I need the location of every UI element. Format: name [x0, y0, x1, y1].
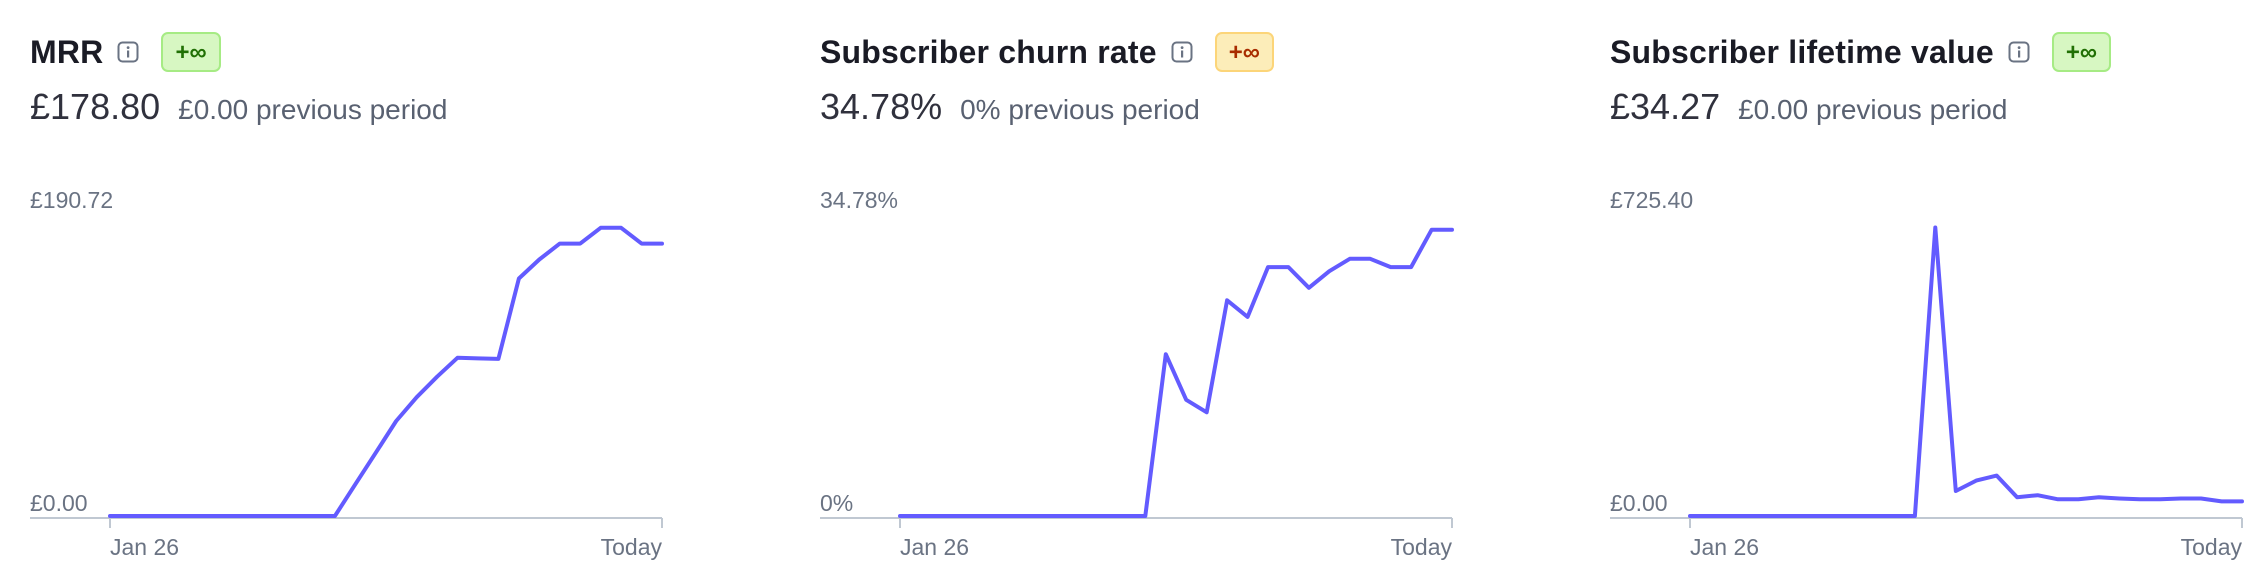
line-chart: £725.40 £0.00 Jan 26 Today [1610, 187, 2244, 560]
change-badge: +∞ [161, 32, 221, 72]
x-axis-start-label: Jan 26 [900, 534, 969, 560]
card-header: Subscriber churn rate +∞ [820, 30, 1274, 74]
value-row: £178.80 £0.00 previous period [30, 86, 447, 138]
line-chart: £190.72 £0.00 Jan 26 Today [30, 187, 664, 560]
card-title: Subscriber churn rate [820, 33, 1157, 70]
y-axis-min-label: 0% [820, 490, 853, 516]
value-row: £34.27 £0.00 previous period [1610, 86, 2007, 138]
series-line [108, 225, 664, 518]
change-badge: +∞ [1214, 32, 1274, 72]
previous-period-value: 0% previous period [960, 94, 1200, 125]
x-axis-start-label: Jan 26 [1690, 534, 1759, 560]
line-chart: 34.78% 0% Jan 26 Today [820, 187, 1454, 560]
x-axis-end-label: Today [1391, 534, 1453, 560]
card-title: MRR [30, 33, 104, 70]
card-title: Subscriber lifetime value [1610, 33, 1994, 70]
y-axis-min-label: £0.00 [30, 490, 88, 516]
info-icon[interactable] [117, 41, 139, 63]
change-badge: +∞ [2051, 32, 2111, 72]
card-header: MRR +∞ [30, 30, 221, 74]
metric-card-mrr: MRR +∞ £178.80 £0.00 previous period £19… [30, 0, 730, 576]
value-row: 34.78% 0% previous period [820, 86, 1200, 138]
card-header: Subscriber lifetime value +∞ [1610, 30, 2111, 74]
previous-period-value: £0.00 previous period [178, 94, 448, 125]
current-value: 34.78% [820, 86, 943, 127]
info-icon[interactable] [2008, 41, 2030, 63]
y-axis-min-label: £0.00 [1610, 490, 1668, 516]
y-axis-max-label: 34.78% [820, 187, 898, 213]
x-axis-start-label: Jan 26 [110, 534, 179, 560]
previous-period-value: £0.00 previous period [1738, 94, 2008, 125]
y-axis-max-label: £725.40 [1610, 187, 1693, 213]
info-icon[interactable] [1171, 41, 1193, 63]
metric-card-churn-rate: Subscriber churn rate +∞ 34.78% 0% previ… [820, 0, 1520, 576]
current-value: £178.80 [30, 86, 161, 127]
metric-card-lifetime-value: Subscriber lifetime value +∞ £34.27 £0.0… [1610, 0, 2258, 576]
series-line [898, 227, 1454, 518]
x-axis-end-label: Today [2181, 534, 2243, 560]
x-axis-end-label: Today [601, 534, 663, 560]
current-value: £34.27 [1610, 86, 1721, 127]
y-axis-max-label: £190.72 [30, 187, 113, 213]
series-line [1688, 225, 2244, 518]
